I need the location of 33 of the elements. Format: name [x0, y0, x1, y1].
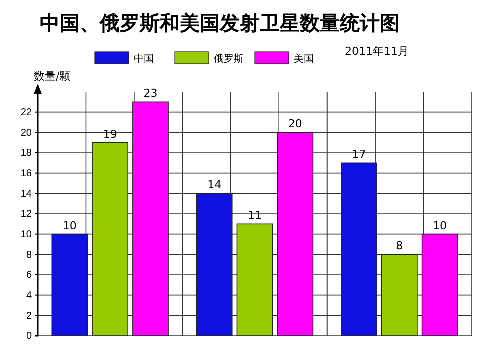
y-tick-label: 20	[20, 128, 32, 139]
data-label: 23	[144, 87, 158, 100]
bar	[196, 193, 233, 336]
bar	[381, 254, 418, 336]
y-tick-label: 2	[26, 310, 32, 322]
data-label: 10	[433, 219, 448, 232]
data-label: 14	[208, 178, 222, 192]
y-tick-label: 0	[26, 331, 32, 342]
y-tick-label: 16	[20, 168, 32, 180]
y-tick-label: 6	[26, 270, 32, 282]
bar	[92, 142, 129, 336]
bar	[422, 234, 458, 336]
data-label: 20	[288, 118, 302, 131]
bar	[341, 162, 378, 336]
y-tick-label: 4	[26, 290, 32, 302]
bar	[277, 132, 314, 336]
chart-title: 中国、俄罗斯和美国发射卫星数量统计图	[40, 11, 400, 35]
bar	[236, 224, 274, 336]
data-label: 8	[396, 240, 404, 253]
y-axis-title: 数量/颗	[34, 70, 71, 83]
y-tick-label: 8	[26, 250, 32, 261]
y-tick-label: 14	[20, 188, 32, 200]
y-tick-label: 18	[20, 148, 32, 160]
legend-label: 俄罗斯	[214, 53, 244, 65]
legend-label: 中国	[134, 53, 154, 65]
chart-subtitle: 2011年11月	[345, 45, 409, 58]
y-tick-label: 22	[20, 108, 32, 119]
legend-label: 美国	[294, 53, 314, 65]
data-label: 10	[62, 219, 77, 232]
bar	[132, 102, 169, 336]
y-tick-label: 12	[20, 209, 32, 220]
y-tick-label: 10	[20, 230, 32, 241]
bar	[52, 234, 88, 336]
